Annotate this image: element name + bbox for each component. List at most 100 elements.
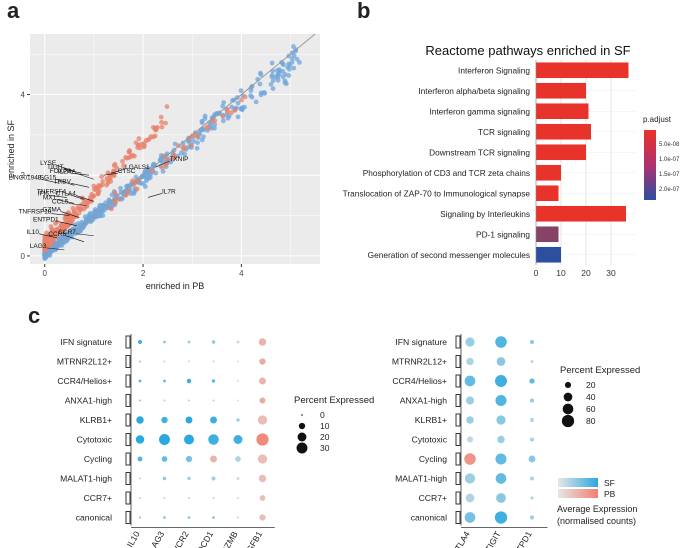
data-point bbox=[133, 140, 139, 146]
gene-label-leader bbox=[75, 172, 94, 180]
data-point bbox=[210, 118, 215, 124]
data-point bbox=[232, 107, 238, 113]
row-label: MTRNR2L12+ bbox=[57, 357, 112, 367]
legend-tick-label: 5.0e-08 bbox=[659, 142, 680, 148]
data-point bbox=[201, 134, 206, 140]
expression-dot bbox=[236, 340, 240, 344]
data-point bbox=[205, 125, 211, 131]
gene-label: GZMA bbox=[42, 207, 61, 214]
data-point bbox=[95, 189, 101, 195]
y-axis-label: enriched in SF bbox=[6, 119, 16, 178]
data-point bbox=[289, 59, 295, 65]
column-label: TGFB1 bbox=[242, 529, 265, 548]
expression-dot bbox=[529, 378, 535, 384]
expression-dot bbox=[187, 340, 191, 344]
row-bracket bbox=[125, 511, 131, 524]
category-label: Downstream TCR signaling bbox=[429, 147, 530, 157]
legend-tick-label: 1.0e-07 bbox=[659, 157, 680, 163]
gene-label: ENTPD1 bbox=[33, 217, 59, 224]
data-point bbox=[60, 227, 66, 233]
data-point bbox=[159, 124, 165, 130]
expression-dot bbox=[530, 418, 534, 422]
bar bbox=[536, 123, 591, 140]
data-point bbox=[72, 209, 77, 215]
data-point bbox=[59, 221, 65, 227]
gene-label: IFI6 bbox=[38, 190, 50, 197]
data-point bbox=[86, 199, 92, 205]
expression-dot bbox=[235, 456, 241, 462]
data-point bbox=[257, 81, 263, 87]
gene-label: CTSC bbox=[118, 168, 136, 175]
data-point bbox=[159, 119, 164, 125]
data-point bbox=[159, 165, 165, 171]
x-tick-label: 0 bbox=[43, 269, 48, 278]
legend-size-dot bbox=[564, 381, 572, 389]
expression-dot bbox=[495, 336, 507, 348]
row-label: Cycling bbox=[84, 454, 112, 464]
legend-size-dot bbox=[298, 422, 306, 430]
expression-dot bbox=[464, 375, 476, 387]
category-label: Phosphorylation of CD3 and TCR zeta chai… bbox=[363, 168, 530, 178]
panel-c-label: c bbox=[28, 303, 41, 328]
gene-label-leader bbox=[61, 211, 80, 218]
legend-size-dot bbox=[563, 392, 573, 402]
gene-label: CCR7 bbox=[58, 229, 76, 236]
data-point bbox=[98, 213, 104, 219]
row-label: MALAT1-high bbox=[60, 474, 112, 484]
data-point bbox=[297, 59, 302, 65]
expression-dot bbox=[257, 454, 268, 464]
row-label: canonical bbox=[76, 513, 112, 523]
data-point bbox=[291, 65, 297, 71]
expression-dot bbox=[496, 493, 506, 503]
expression-dot bbox=[236, 418, 240, 422]
data-point bbox=[164, 104, 170, 110]
data-point bbox=[221, 100, 227, 105]
gene-label-leader bbox=[38, 233, 58, 239]
data-point bbox=[220, 103, 226, 109]
pb-colorbar bbox=[558, 489, 598, 498]
legend-size-label: 20 bbox=[586, 380, 596, 390]
data-point bbox=[120, 158, 125, 164]
data-point bbox=[131, 190, 137, 196]
data-point bbox=[270, 86, 276, 92]
row-label: CCR7+ bbox=[84, 493, 112, 503]
gene-label: FOXP3 bbox=[50, 168, 72, 175]
row-bracket bbox=[125, 355, 131, 368]
x-tick-label: 30 bbox=[606, 268, 616, 278]
bar bbox=[536, 226, 559, 243]
data-point bbox=[141, 141, 147, 146]
data-point bbox=[65, 224, 70, 229]
expression-dot bbox=[495, 394, 507, 407]
data-point bbox=[90, 193, 96, 199]
data-point bbox=[270, 78, 276, 84]
row-bracket bbox=[125, 491, 131, 505]
data-point bbox=[48, 249, 53, 255]
legend-tick-label: 1.5e-07 bbox=[659, 172, 680, 178]
bar bbox=[536, 62, 629, 79]
expression-dot bbox=[135, 435, 145, 444]
data-point bbox=[141, 181, 146, 186]
data-point bbox=[114, 165, 120, 171]
gene-label-leader bbox=[46, 247, 65, 251]
gene-label: LAG3 bbox=[30, 243, 47, 250]
data-point bbox=[291, 53, 297, 58]
row-bracket bbox=[455, 374, 461, 388]
column-label: TIGIT bbox=[483, 529, 503, 548]
x-tick-label: 2 bbox=[141, 269, 146, 278]
data-point bbox=[158, 114, 164, 120]
legend-tick-label: 2.0e-07 bbox=[659, 187, 680, 193]
gene-label-leader bbox=[56, 179, 75, 186]
expression-dot bbox=[188, 360, 190, 363]
data-point bbox=[281, 62, 286, 68]
expression-dot bbox=[237, 497, 239, 499]
panel-a-label: a bbox=[7, 0, 20, 23]
expression-dot bbox=[187, 476, 191, 481]
expression-dot bbox=[138, 340, 142, 344]
gene-label: TRBV bbox=[54, 178, 72, 185]
gene-label: LINC01943 bbox=[9, 174, 42, 181]
expression-dot bbox=[496, 415, 506, 425]
row-label: ANXA1-high bbox=[65, 396, 113, 406]
data-point bbox=[160, 168, 166, 174]
data-point bbox=[182, 151, 188, 157]
expression-dot bbox=[465, 493, 475, 503]
